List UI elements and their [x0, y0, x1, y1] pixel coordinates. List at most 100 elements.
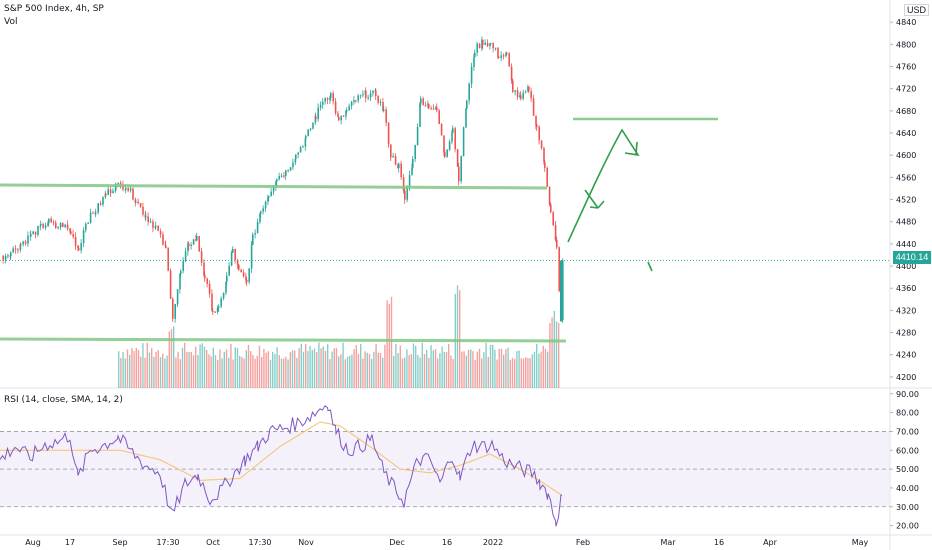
- rsi-label[interactable]: RSI (14, close, SMA, 14, 2): [4, 395, 123, 405]
- candle-body: [322, 101, 324, 105]
- volume-bar: [399, 345, 401, 388]
- volume-bar: [401, 358, 404, 388]
- volume-bar: [445, 352, 448, 388]
- candle-body: [512, 80, 514, 92]
- forecast-tick: [647, 261, 653, 272]
- candle-body: [212, 310, 214, 312]
- candle-body: [135, 201, 137, 203]
- candle-body: [297, 152, 299, 155]
- volume-bar: [410, 354, 412, 388]
- price-tick-label: 4360: [896, 284, 916, 293]
- volume-bar: [514, 358, 516, 388]
- volume-bar: [377, 352, 379, 388]
- candle-body: [387, 122, 390, 145]
- volume-bar: [219, 349, 221, 388]
- volume-bar: [166, 355, 168, 388]
- candle-body: [505, 53, 507, 57]
- volume-bar: [184, 342, 186, 388]
- volume-bar: [412, 343, 415, 388]
- volume-bar: [256, 355, 258, 388]
- candle-body: [398, 163, 400, 169]
- volume-bar: [417, 355, 419, 388]
- volume-bar: [296, 357, 298, 388]
- time-tick-label: 17:30: [248, 538, 271, 547]
- time-tick-label: Oct: [206, 538, 220, 547]
- candle-body: [64, 224, 66, 228]
- volume-bar: [300, 343, 302, 388]
- candle-body: [50, 218, 52, 223]
- volume-bar: [357, 353, 360, 388]
- candle-body: [345, 110, 347, 117]
- volume-bar: [538, 353, 540, 388]
- candle-body: [159, 231, 162, 235]
- volume-bar: [375, 343, 377, 388]
- candle-body: [66, 224, 69, 229]
- candle-body: [256, 221, 259, 234]
- volume-bar: [263, 348, 265, 388]
- candle-body: [448, 141, 451, 150]
- rsi-tick-label: 30.00: [896, 503, 919, 512]
- volume-bar: [384, 344, 386, 388]
- volume-bar: [481, 358, 483, 388]
- candle-body: [326, 98, 329, 100]
- volume-bar: [525, 357, 527, 388]
- volume-bar: [518, 350, 520, 388]
- candle-body: [125, 188, 127, 190]
- candle-body: [402, 177, 405, 191]
- volume-bar: [494, 349, 496, 388]
- volume-bar: [406, 349, 408, 388]
- candle-body: [200, 251, 203, 263]
- volume-bar: [276, 347, 278, 388]
- volume-bar: [498, 348, 500, 388]
- candle-body: [375, 90, 377, 97]
- candle-body: [196, 236, 198, 241]
- symbol-title[interactable]: S&P 500 Index, 4h, SP: [4, 4, 104, 14]
- volume-bar: [463, 351, 465, 388]
- volume-bar: [225, 349, 228, 388]
- candle-body: [365, 90, 367, 99]
- candle-body: [232, 248, 234, 253]
- volume-bar: [529, 358, 531, 388]
- candle-body: [494, 47, 497, 49]
- candle-body: [20, 244, 22, 246]
- candle-body: [382, 101, 384, 111]
- candle-body: [240, 269, 242, 273]
- volume-bar: [298, 348, 300, 388]
- price-tick-label: 4480: [896, 218, 916, 227]
- volume-bar: [489, 344, 492, 388]
- candle-body: [552, 212, 554, 226]
- candle-body: [554, 225, 557, 241]
- volume-bar: [118, 351, 120, 388]
- candle-body: [408, 174, 411, 188]
- candle-body: [390, 144, 392, 158]
- volume-bar: [476, 351, 478, 388]
- candle-body: [246, 280, 248, 282]
- time-tick-label: 2022: [483, 538, 503, 547]
- forecast-arrow-down: [584, 189, 605, 209]
- price-tick-label: 4400: [896, 262, 916, 271]
- candle-body: [95, 212, 97, 214]
- candle-body: [206, 278, 208, 284]
- candle-body: [262, 208, 264, 212]
- volume-bar: [133, 351, 135, 388]
- candle-body: [34, 231, 37, 235]
- volume-bar: [390, 296, 393, 388]
- volume-bar: [551, 317, 553, 388]
- volume-bar: [162, 353, 164, 388]
- support-line-lower: [0, 337, 567, 343]
- rsi-tick-label: 60.00: [896, 446, 919, 455]
- volume-bar: [144, 357, 146, 388]
- candle-body: [7, 255, 9, 257]
- candle-body: [369, 93, 372, 98]
- candle-body: [254, 233, 256, 235]
- candle-body: [14, 248, 17, 250]
- volume-bar: [349, 355, 351, 388]
- volume-bar: [267, 351, 269, 388]
- volume-bar: [269, 359, 272, 388]
- volume-bar: [318, 342, 320, 388]
- volume-bar: [544, 348, 547, 388]
- volume-bar: [434, 349, 437, 388]
- candle-body: [190, 244, 192, 246]
- candle-body: [315, 116, 317, 120]
